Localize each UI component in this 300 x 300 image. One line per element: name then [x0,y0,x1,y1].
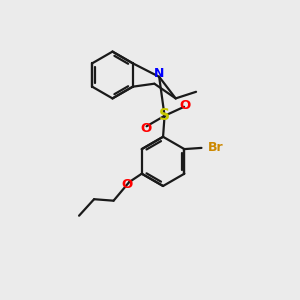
Text: S: S [159,108,170,123]
Text: O: O [122,178,133,191]
Text: O: O [140,122,152,135]
Text: Br: Br [208,141,224,154]
Text: N: N [154,67,164,80]
Text: O: O [179,98,190,112]
